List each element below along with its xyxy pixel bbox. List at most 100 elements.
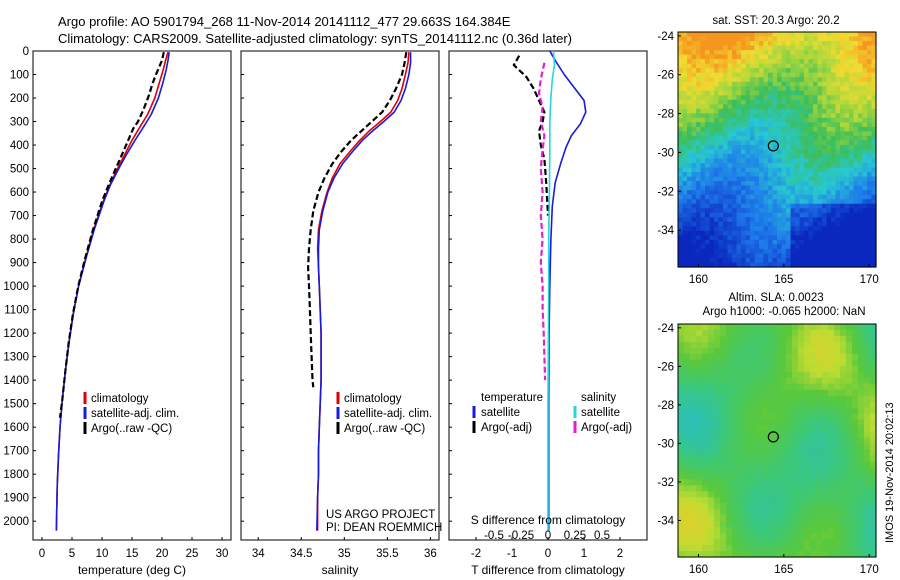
map-cell bbox=[822, 131, 828, 137]
map-cell bbox=[754, 181, 760, 187]
map-cell bbox=[853, 59, 859, 65]
map-cell bbox=[852, 473, 859, 480]
map-cell bbox=[871, 154, 877, 160]
map-cell bbox=[777, 244, 783, 250]
map-cell bbox=[759, 72, 765, 78]
map-cell bbox=[831, 77, 837, 83]
map-cell bbox=[759, 86, 765, 92]
map-cell bbox=[804, 461, 811, 468]
map-cell bbox=[831, 95, 837, 101]
map-cell bbox=[745, 149, 751, 155]
map-cell bbox=[786, 172, 792, 178]
map-cell bbox=[808, 172, 814, 178]
map-cell bbox=[780, 341, 787, 349]
map-cell bbox=[768, 144, 774, 151]
map-cell bbox=[858, 221, 864, 227]
map-cell bbox=[781, 194, 787, 200]
map-cell bbox=[792, 527, 799, 534]
map-cell bbox=[696, 81, 702, 87]
map-cell bbox=[774, 324, 781, 331]
map-cell bbox=[835, 194, 841, 200]
map-cell bbox=[808, 72, 814, 78]
map-cell bbox=[709, 154, 715, 160]
map-cell bbox=[870, 551, 877, 558]
map-cell bbox=[714, 131, 720, 137]
map-cell bbox=[862, 221, 868, 227]
map-cell bbox=[777, 68, 783, 74]
map-cell bbox=[690, 461, 697, 468]
map-cell bbox=[738, 407, 745, 415]
map-cell bbox=[781, 190, 787, 196]
map-cell bbox=[727, 113, 733, 119]
map-cell bbox=[790, 244, 796, 250]
map-cell bbox=[864, 413, 871, 421]
map-cell bbox=[799, 144, 805, 151]
map-cell bbox=[732, 217, 738, 223]
map-cell bbox=[678, 491, 685, 498]
map-cell bbox=[738, 437, 745, 445]
map-cell bbox=[799, 32, 805, 38]
map-cell bbox=[799, 244, 805, 250]
map-cell bbox=[804, 389, 811, 397]
map-cell bbox=[804, 395, 811, 403]
map-cell bbox=[687, 248, 693, 255]
map-cell bbox=[780, 467, 787, 474]
map-cell bbox=[741, 126, 747, 133]
map-cell bbox=[705, 262, 711, 268]
map-cell bbox=[804, 359, 811, 367]
map-cell bbox=[813, 181, 819, 187]
map-cell bbox=[777, 208, 783, 214]
map-cell bbox=[705, 45, 711, 51]
map-cell bbox=[754, 32, 760, 38]
map-cell bbox=[709, 194, 715, 200]
map-cell bbox=[831, 217, 837, 223]
map-cell bbox=[696, 181, 702, 187]
map-cell bbox=[781, 90, 787, 96]
map-cell bbox=[718, 248, 724, 255]
map-cell bbox=[736, 45, 742, 51]
map-cell bbox=[696, 190, 702, 196]
map-cell bbox=[870, 467, 877, 474]
map-cell bbox=[714, 108, 720, 114]
map-cell bbox=[817, 203, 823, 209]
map-cell bbox=[702, 509, 709, 516]
map-cell bbox=[759, 99, 765, 105]
map-cell bbox=[772, 117, 778, 123]
map-cell bbox=[840, 167, 846, 173]
map-cell bbox=[759, 230, 765, 236]
map-cell bbox=[714, 63, 720, 69]
map-cell bbox=[759, 158, 765, 164]
map-cell bbox=[762, 335, 769, 343]
map-cell bbox=[690, 365, 697, 373]
map-cell bbox=[723, 262, 729, 268]
map-cell bbox=[696, 149, 702, 155]
map-cell bbox=[687, 54, 693, 60]
map-cell bbox=[772, 253, 778, 259]
map-cell bbox=[745, 199, 751, 205]
map-cell bbox=[727, 72, 733, 78]
map-cell bbox=[864, 383, 871, 391]
map-cell bbox=[762, 497, 769, 504]
map-cell bbox=[768, 32, 774, 38]
map-cell bbox=[828, 359, 835, 367]
map-cell bbox=[768, 329, 775, 337]
map-cell bbox=[831, 32, 837, 38]
map-cell bbox=[750, 413, 757, 421]
map-cell bbox=[702, 377, 709, 385]
map-cell bbox=[781, 63, 787, 69]
map-cell bbox=[804, 68, 810, 74]
map-cell bbox=[864, 503, 871, 510]
map-cell bbox=[804, 95, 810, 101]
map-cell bbox=[804, 176, 810, 182]
map-cell bbox=[858, 509, 865, 516]
map-cell bbox=[840, 533, 847, 540]
map-cell bbox=[708, 539, 715, 546]
map-cell bbox=[777, 50, 783, 56]
map-cell bbox=[846, 401, 853, 409]
map-cell bbox=[798, 401, 805, 409]
map-cell bbox=[852, 431, 859, 439]
map-cell bbox=[826, 167, 832, 173]
map-cell bbox=[798, 527, 805, 534]
map-cell bbox=[709, 50, 715, 56]
map-cell bbox=[871, 257, 877, 264]
